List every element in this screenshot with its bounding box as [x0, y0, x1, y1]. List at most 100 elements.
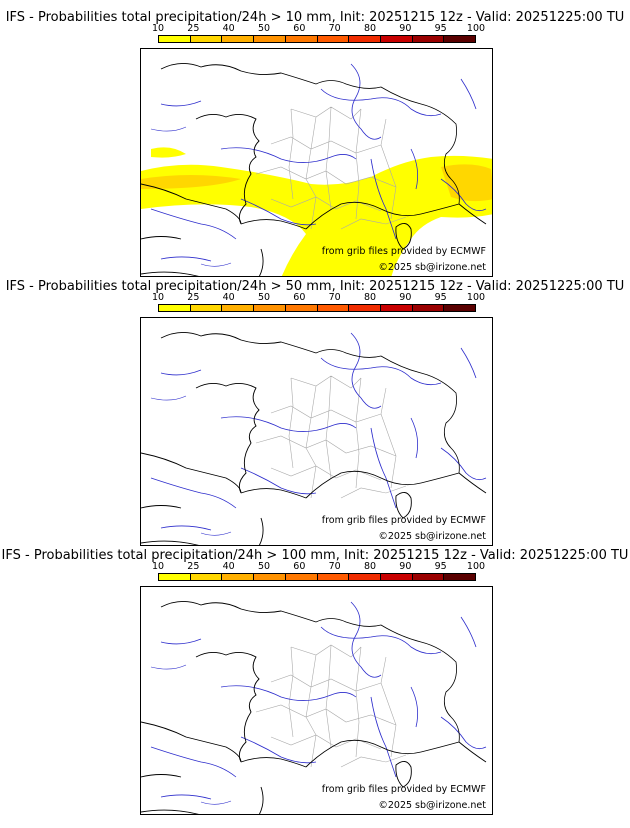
colorbar-tick-label: 10: [151, 23, 165, 34]
precip-probability-area: [141, 175, 241, 189]
forecast-panel-10mm: IFS - Probabilities total precipitation/…: [0, 0, 630, 277]
colorbar-swatch: [380, 36, 413, 42]
colorbar: [158, 573, 476, 581]
grib-credit: from grib files provided by ECMWF: [321, 246, 486, 257]
panel-title: IFS - Probabilities total precipitation/…: [1, 548, 629, 563]
rivers: [150, 601, 487, 800]
coastline: [141, 601, 487, 814]
precip-probability-area: [141, 155, 492, 276]
grib-credit: from grib files provided by ECMWF: [321, 784, 486, 795]
colorbar-swatch: [317, 305, 350, 311]
forecast-panel-100mm: IFS - Probabilities total precipitation/…: [0, 538, 630, 815]
colorbar-swatch: [444, 36, 476, 42]
panel-title: IFS - Probabilities total precipitation/…: [5, 10, 625, 25]
colorbar-swatch: [190, 36, 223, 42]
colorbar-swatch: [285, 36, 318, 42]
colorbar-tick-label: 25: [187, 23, 200, 34]
colorbar-swatch: [380, 574, 413, 580]
colorbar-tick-label: 95: [434, 561, 447, 572]
national-borders: [240, 80, 460, 230]
colorbar-tick-label: 95: [434, 292, 447, 303]
colorbar-tick-label: 10: [151, 292, 165, 303]
national-borders: [240, 349, 460, 499]
copyright-credit: ©2025 sb@irizone.net: [378, 531, 486, 542]
france-map: [141, 332, 487, 545]
colorbar-tick-label: 90: [399, 292, 412, 303]
rivers-extra: [150, 395, 232, 536]
copyright-credit: ©2025 sb@irizone.net: [378, 262, 486, 273]
colorbar-tick-label: 25: [187, 561, 200, 572]
colorbar-swatch: [190, 305, 223, 311]
colorbar-tick-label: 80: [363, 561, 377, 572]
colorbar-swatch: [254, 574, 286, 580]
colorbar-swatch: [317, 36, 350, 42]
colorbar-tick-label: 50: [257, 292, 271, 303]
rivers-extra: [150, 126, 232, 267]
precip-probability-area: [441, 164, 492, 202]
france-map: [141, 63, 492, 276]
colorbar-labels: 10 25 40 50 60 70 80 90 95 100: [152, 561, 485, 573]
colorbar-tick-label: 100: [466, 292, 486, 303]
rivers: [150, 63, 487, 262]
colorbar-swatch: [380, 305, 413, 311]
colorbar-swatch: [190, 574, 223, 580]
colorbar-swatch: [412, 36, 445, 42]
france-map: [141, 601, 487, 814]
rivers: [150, 332, 487, 531]
national-borders: [240, 618, 460, 768]
colorbar-tick-label: 40: [222, 561, 235, 572]
department-boundaries: [255, 644, 407, 768]
colorbar: [158, 35, 476, 43]
panel-title: IFS - Probabilities total precipitation/…: [5, 279, 625, 294]
coastline: [141, 332, 487, 545]
rivers-extra: [150, 664, 232, 805]
colorbar-tick-label: 70: [328, 23, 341, 34]
coastline: [141, 63, 487, 276]
precip-probability-area: [151, 147, 186, 158]
colorbar-tick-label: 40: [222, 23, 235, 34]
colorbar-swatch: [317, 574, 350, 580]
grib-credit: from grib files provided by ECMWF: [321, 515, 486, 526]
colorbar-swatch: [222, 36, 255, 42]
colorbar-swatch: [254, 36, 286, 42]
colorbar-labels: 10 25 40 50 60 70 80 90 95 100: [152, 23, 485, 35]
colorbar-labels: 10 25 40 50 60 70 80 90 95 100: [152, 292, 485, 304]
copyright-credit: ©2025 sb@irizone.net: [378, 800, 486, 811]
colorbar-tick-label: 100: [466, 561, 486, 572]
colorbar-tick-label: 60: [293, 23, 306, 34]
colorbar-tick-label: 90: [399, 561, 412, 572]
colorbar-tick-label: 60: [293, 561, 306, 572]
precipitation-probability-layer: [141, 147, 492, 276]
colorbar-tick-label: 70: [328, 292, 341, 303]
colorbar-tick-label: 60: [293, 292, 306, 303]
colorbar-tick-label: 70: [328, 561, 341, 572]
forecast-panel-50mm: IFS - Probabilities total precipitation/…: [0, 269, 630, 546]
colorbar-swatch: [159, 36, 191, 42]
colorbar-tick-label: 10: [151, 561, 165, 572]
colorbar-swatch: [285, 574, 318, 580]
colorbar-swatch: [444, 574, 476, 580]
colorbar-swatch: [349, 574, 381, 580]
colorbar-swatch: [159, 574, 191, 580]
department-boundaries: [255, 106, 407, 230]
colorbar: [158, 304, 476, 312]
colorbar-swatch: [254, 305, 286, 311]
department-boundaries: [255, 375, 407, 499]
colorbar-tick-label: 50: [257, 561, 271, 572]
colorbar-tick-label: 50: [257, 23, 271, 34]
colorbar-swatch: [222, 305, 255, 311]
map-frame: from grib files provided by ECMWF ©2025 …: [140, 48, 493, 277]
colorbar-tick-label: 90: [399, 23, 412, 34]
colorbar-tick-label: 40: [222, 292, 235, 303]
map-frame: from grib files provided by ECMWF ©2025 …: [140, 586, 493, 815]
colorbar-swatch: [349, 36, 381, 42]
colorbar-swatch: [412, 574, 445, 580]
colorbar-swatch: [222, 574, 255, 580]
colorbar-tick-label: 80: [363, 292, 377, 303]
colorbar-tick-label: 100: [466, 23, 486, 34]
colorbar-tick-label: 25: [187, 292, 200, 303]
colorbar-swatch: [444, 305, 476, 311]
colorbar-swatch: [412, 305, 445, 311]
colorbar-tick-label: 95: [434, 23, 447, 34]
colorbar-swatch: [285, 305, 318, 311]
